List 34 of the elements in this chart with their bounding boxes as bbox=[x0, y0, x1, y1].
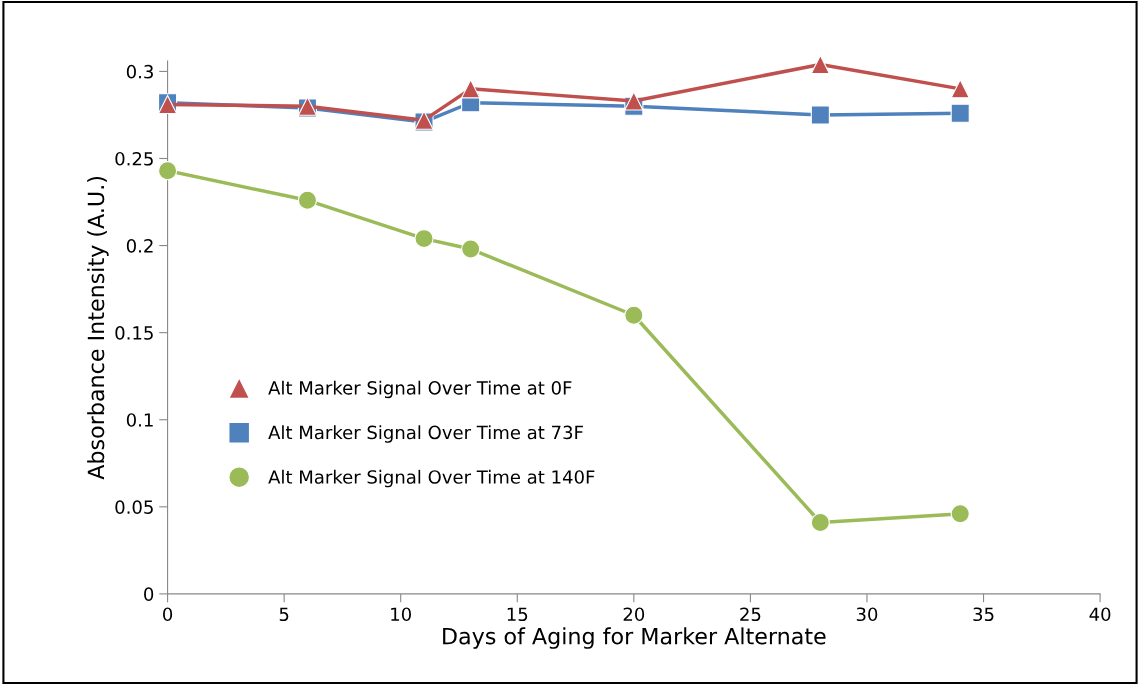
point bbox=[461, 239, 481, 259]
x-tick-label: 5 bbox=[279, 607, 289, 622]
x-tick-label: 15 bbox=[507, 607, 528, 622]
legend-label: Alt Marker Signal Over Time at 73F bbox=[268, 425, 583, 443]
point bbox=[950, 504, 970, 524]
x-axis-title: Days of Aging for Marker Alternate bbox=[443, 627, 826, 649]
point bbox=[157, 161, 178, 181]
y-tick-label: 0.05 bbox=[115, 500, 153, 514]
x-tick-label: 20 bbox=[623, 607, 645, 622]
point bbox=[810, 54, 830, 75]
point bbox=[810, 105, 830, 125]
legend-label: Alt Marker Signal Over Time at 140F bbox=[268, 469, 595, 488]
y-tick-label: 0.3 bbox=[126, 64, 153, 79]
y-axis-title: Absorbance Intensity (A.U.) bbox=[87, 176, 109, 480]
x-tick-label: 40 bbox=[1089, 607, 1111, 622]
y-tick-label: 0.15 bbox=[115, 326, 153, 340]
x-tick-label: 25 bbox=[740, 607, 761, 622]
legend-label: Alt Marker Signal Over Time at 0F bbox=[268, 380, 572, 399]
x-tick-label: 35 bbox=[973, 607, 994, 622]
x-tick-label: 0 bbox=[163, 607, 173, 622]
y-tick-label: 0.1 bbox=[126, 413, 153, 427]
point bbox=[810, 512, 830, 533]
point bbox=[414, 229, 434, 249]
point bbox=[461, 79, 481, 99]
point bbox=[624, 305, 644, 325]
x-tick-label: 30 bbox=[856, 607, 878, 622]
point bbox=[950, 79, 970, 99]
y-tick-label: 0 bbox=[144, 587, 154, 602]
point bbox=[624, 91, 644, 111]
y-tick-label: 0.2 bbox=[126, 239, 153, 253]
point bbox=[297, 190, 318, 210]
x-tick-label: 10 bbox=[391, 607, 411, 622]
y-tick-label: 0.25 bbox=[115, 151, 153, 166]
point bbox=[950, 103, 970, 123]
